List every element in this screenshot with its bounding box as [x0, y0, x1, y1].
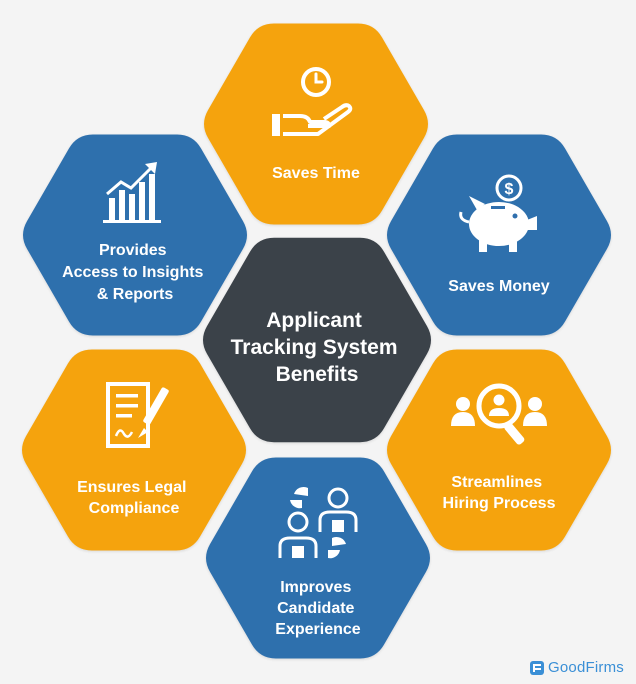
piggy-bank-icon: $ — [459, 174, 537, 252]
benefit-legal-compliance: Ensures Legal Compliance — [22, 349, 246, 551]
benefit-streamlines-hiring: Streamlines Hiring Process — [387, 349, 611, 551]
candidate-experience-hexagon — [206, 457, 430, 659]
goodfirms-logo: GoodFirms — [530, 659, 624, 676]
benefit-insights-reports: Provides Access to Insights & Reports — [23, 134, 247, 336]
candidate-experience-label: Improves Candidate Experience — [275, 579, 360, 638]
insights-reports-hexagon — [23, 134, 247, 336]
legal-compliance-label: Ensures Legal Compliance — [77, 479, 191, 517]
center-title-line-3: Benefits — [276, 363, 359, 386]
center-title-line-2: Tracking System — [231, 336, 398, 359]
streamlines-hiring-hexagon — [387, 349, 611, 551]
goodfirms-logo-text: GoodFirms — [548, 659, 624, 676]
legal-compliance-hexagon — [22, 349, 246, 551]
center-title: Applicant Tracking System Benefits — [231, 309, 404, 386]
benefit-saves-money: $ Saves Money — [387, 134, 611, 336]
user-exchange-icon — [278, 486, 358, 559]
streamlines-hiring-label: Streamlines Hiring Process — [443, 474, 556, 512]
benefit-saves-time: Saves Time — [204, 23, 428, 225]
document-sign-icon — [106, 382, 169, 448]
saves-money-label: Saves Money — [448, 278, 549, 295]
benefit-candidate-experience: Improves Candidate Experience — [206, 457, 430, 659]
insights-reports-label: Provides Access to Insights & Reports — [62, 242, 208, 303]
search-people-icon — [451, 383, 547, 445]
goodfirms-logo-icon — [530, 660, 545, 675]
center-hexagon: Applicant Tracking System Benefits — [203, 237, 431, 443]
svg-text:$: $ — [505, 181, 514, 198]
center-hexagon-shape — [203, 237, 431, 443]
saves-time-label: Saves Time — [272, 165, 360, 182]
clock-hand-icon — [272, 67, 353, 136]
center-title-line-1: Applicant — [266, 309, 362, 332]
bar-chart-icon — [103, 162, 161, 223]
